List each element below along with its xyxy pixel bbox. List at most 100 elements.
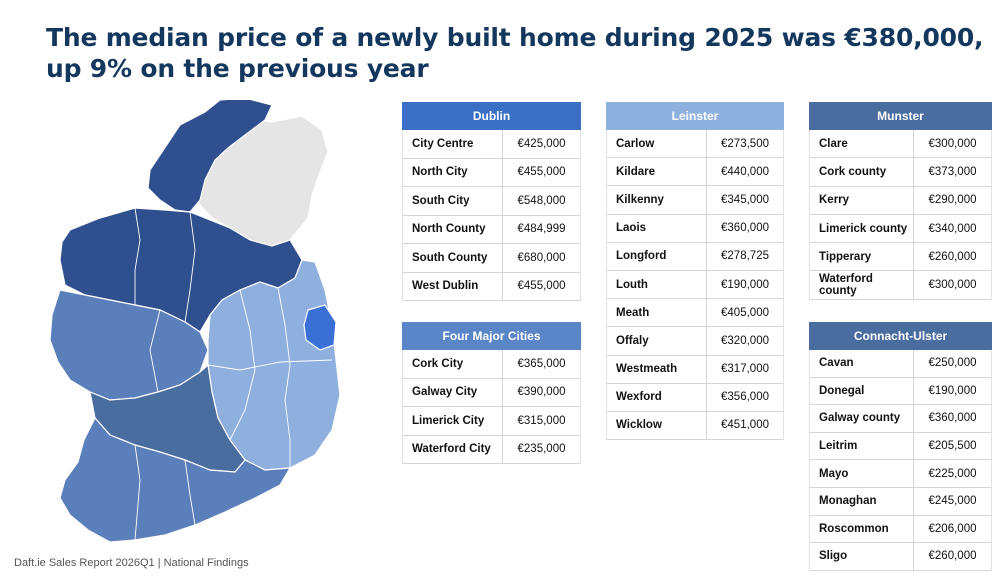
table-dublin-header: Dublin [402,102,581,130]
table-row: West Dublin €455,000 [403,272,580,301]
table-dublin-body: City Centre €425,000 North City €455,000 Sou… [402,130,581,301]
row-area-name: Donegal [810,377,914,405]
row-median-price: €365,000 [517,357,566,370]
table-row: Wexford €356,000 [607,383,783,412]
row-area-name: Clare [810,130,914,158]
row-area-name: Kilkenny [607,186,707,214]
row-area-name: Offaly [607,327,707,355]
row-median-price: €290,000 [928,194,977,207]
table-row: Sligo €260,000 [810,543,991,571]
row-area-name: Cavan [810,350,914,377]
row-area-name: Galway City [403,378,503,406]
table-row: Clare €300,000 [810,130,991,159]
row-median-price: €278,725 [721,250,769,263]
row-area-name: Kildare [607,158,707,186]
row-median-price: €440,000 [721,165,769,178]
row-area-name: North County [403,215,503,243]
table-row: Monaghan €245,000 [810,487,991,516]
table-row: Laois €360,000 [607,214,783,243]
row-median-price: €455,000 [517,166,566,179]
row-area-name: Longford [607,242,707,270]
row-median-price: €190,000 [928,384,977,397]
row-area-name: Monaghan [810,487,914,515]
row-area-name: Roscommon [810,515,914,543]
row-area-name: Meath [607,299,707,327]
row-median-price: €360,000 [721,222,769,235]
row-area-name: South City [403,187,503,215]
table-row: Meath €405,000 [607,299,783,328]
row-median-price: €315,000 [517,414,566,427]
table-row: Galway county €360,000 [810,405,991,433]
table-munster-body: Clare €300,000 Cork county €373,000 Kerry €29… [809,130,992,300]
table-row: North City €455,000 [403,158,580,187]
row-area-name: Waterford county [810,271,914,299]
table-row: South County €680,000 [403,244,580,273]
row-median-price: €190,000 [721,278,769,291]
row-median-price: €356,000 [721,391,769,404]
row-median-price: €345,000 [721,193,769,206]
row-area-name: Wexford [607,383,707,411]
table-leinster-body: Carlow €273,500 Kildare €440,000 Kilkenny €34… [606,130,784,441]
row-median-price: €320,000 [721,334,769,347]
table-connacht-ulster: Connacht-Ulster Cavan €250,000 Donegal €190… [809,322,992,571]
table-row: South City €548,000 [403,187,580,216]
table-row: Cork county €373,000 [810,158,991,187]
table-cities-header: Four Major Cities [402,322,581,350]
table-row: Cavan €250,000 [810,350,991,378]
row-area-name: City Centre [403,130,503,158]
row-median-price: €425,000 [517,137,566,150]
table-row: Kilkenny €345,000 [607,186,783,215]
row-area-name: Cork City [403,350,503,378]
row-median-price: €317,000 [721,363,769,376]
table-leinster-header: Leinster [606,102,784,130]
row-median-price: €340,000 [928,222,977,235]
table-four-major-cities: Four Major Cities Cork City €365,000 Galwa… [402,322,581,464]
table-row: Westmeath €317,000 [607,355,783,384]
row-median-price: €360,000 [928,412,977,425]
map-region-south-west [59,416,292,543]
row-median-price: €205,500 [928,440,977,453]
row-area-name: Limerick City [403,407,503,435]
row-area-name: North City [403,158,503,186]
footer-source: Daft.ie Sales Report 2026Q1 | National F… [14,557,249,569]
table-row: Louth €190,000 [607,270,783,300]
table-dublin: Dublin City Centre €425,000 North City €455… [402,102,581,301]
table-row: Waterford county €300,000 [810,271,991,300]
row-median-price: €484,999 [517,223,566,236]
table-row: Galway City €390,000 [403,378,580,407]
row-median-price: €405,000 [721,306,769,319]
row-median-price: €206,000 [928,522,977,535]
row-median-price: €245,000 [928,495,977,508]
table-row: Kildare €440,000 [607,158,783,187]
row-median-price: €235,000 [517,443,566,456]
table-row: Carlow €273,500 [607,130,783,159]
table-munster: Munster Clare €300,000 Cork county €373,000… [809,102,992,300]
row-median-price: €273,500 [721,137,769,150]
map-region-dublin [303,304,337,351]
row-median-price: €455,000 [517,280,566,293]
row-area-name: Cork county [810,158,914,186]
table-row: Wicklow €451,000 [607,411,783,441]
map-region-donegal [147,100,273,213]
table-row: Cork City €365,000 [403,350,580,379]
row-median-price: €250,000 [928,357,977,370]
row-median-price: €390,000 [517,386,566,399]
row-median-price: €680,000 [517,251,566,264]
table-row: Offaly €320,000 [607,327,783,356]
table-cities-body: Cork City €365,000 Galway City €390,000 Lime… [402,350,581,464]
table-row: Donegal €190,000 [810,377,991,406]
row-median-price: €373,000 [928,165,977,178]
row-median-price: €260,000 [928,550,977,563]
table-connacht-header: Connacht-Ulster [809,322,992,350]
table-munster-header: Munster [809,102,992,130]
page-title: The median price of a newly built home d… [46,23,984,83]
row-area-name: Laois [607,214,707,242]
row-area-name: Limerick county [810,214,914,243]
table-row: Leitrim €205,500 [810,432,991,461]
row-median-price: €300,000 [928,137,977,150]
row-area-name: Wicklow [607,411,707,440]
row-median-price: €225,000 [928,467,977,480]
county-boundaries [134,207,333,541]
table-row: Kerry €290,000 [810,186,991,215]
row-area-name: Waterford City [403,435,503,463]
